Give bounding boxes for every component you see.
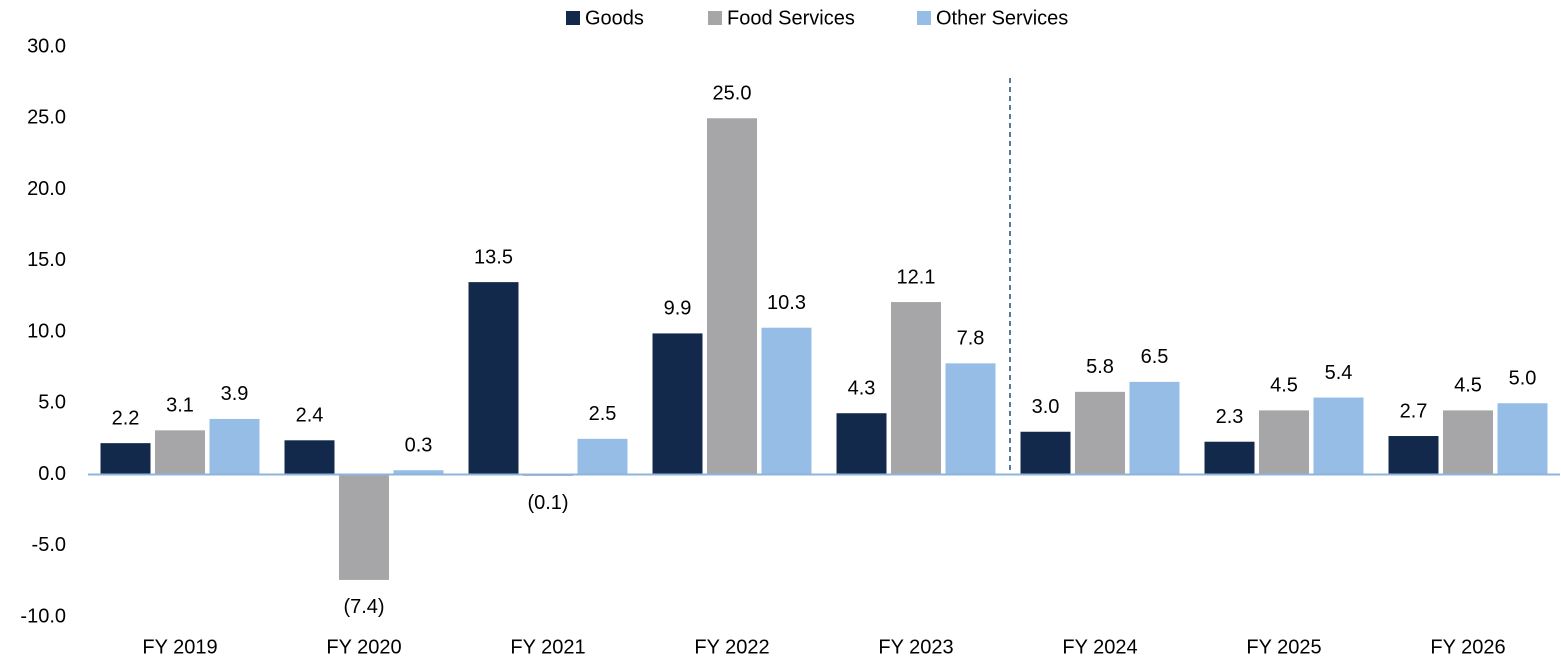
value-label: 3.0 — [1032, 396, 1060, 418]
bar — [339, 474, 389, 580]
value-label: 2.7 — [1400, 400, 1428, 422]
value-label: 13.5 — [474, 246, 513, 268]
bar — [393, 470, 444, 475]
x-tick-label: FY 2022 — [694, 636, 769, 658]
x-tick-label: FY 2020 — [326, 636, 401, 658]
value-label: 4.5 — [1270, 375, 1298, 397]
bar — [1443, 410, 1493, 475]
x-tick-label: FY 2023 — [878, 636, 953, 658]
y-tick-label: 30.0 — [27, 35, 66, 57]
y-tick-label: -10.0 — [20, 605, 66, 627]
legend-swatch — [708, 11, 722, 25]
value-label: 2.5 — [589, 403, 617, 425]
bar — [209, 418, 260, 475]
bar — [1388, 436, 1439, 475]
bar — [577, 438, 628, 475]
x-tick-label: FY 2019 — [142, 636, 217, 658]
value-label: 7.8 — [957, 328, 985, 350]
value-label: (7.4) — [343, 596, 384, 618]
value-label: 0.3 — [405, 435, 433, 457]
bar — [155, 430, 205, 475]
bar — [761, 327, 812, 475]
x-tick-label: FY 2021 — [510, 636, 585, 658]
bar — [1020, 431, 1071, 475]
y-tick-label: 25.0 — [27, 107, 66, 129]
y-tick-label: 5.0 — [38, 392, 66, 414]
value-label: 4.5 — [1454, 375, 1482, 397]
bar — [1204, 441, 1255, 475]
bar — [707, 118, 757, 475]
value-label: (0.1) — [527, 492, 568, 514]
y-tick-label: 20.0 — [27, 178, 66, 200]
value-label: 12.1 — [897, 266, 936, 288]
value-label: 6.5 — [1141, 346, 1169, 368]
y-tick-label: 0.0 — [38, 463, 66, 485]
value-label: 9.9 — [664, 298, 692, 320]
bar — [1497, 403, 1548, 475]
value-label: 4.3 — [848, 378, 876, 400]
bar — [945, 363, 996, 475]
y-tick-label: -5.0 — [32, 534, 66, 556]
bar — [100, 443, 151, 475]
x-tick-label: FY 2024 — [1062, 636, 1137, 658]
y-tick-label: 10.0 — [27, 320, 66, 342]
bar — [891, 302, 941, 475]
value-label: 10.3 — [767, 292, 806, 314]
legend-label: Other Services — [936, 7, 1068, 29]
bar — [284, 440, 335, 475]
bar — [468, 282, 519, 475]
value-label: 3.1 — [166, 395, 194, 417]
value-label: 5.8 — [1086, 356, 1114, 378]
legend-swatch — [566, 11, 580, 25]
value-label: 2.4 — [296, 405, 324, 427]
legend-swatch — [917, 11, 931, 25]
x-tick-label: FY 2025 — [1246, 636, 1321, 658]
bar — [652, 333, 703, 475]
value-label: 2.3 — [1216, 406, 1244, 428]
legend-label: Food Services — [727, 7, 855, 29]
value-label: 25.0 — [713, 83, 752, 105]
bar — [1259, 410, 1309, 475]
value-label: 2.2 — [112, 407, 140, 429]
value-label: 5.0 — [1509, 368, 1537, 390]
bar — [1129, 381, 1180, 475]
bar — [836, 413, 887, 475]
value-label: 3.9 — [221, 383, 249, 405]
value-label: 5.4 — [1325, 362, 1353, 384]
legend-label: Goods — [585, 7, 644, 29]
bar — [1075, 391, 1125, 475]
y-tick-label: 15.0 — [27, 249, 66, 271]
bar — [1313, 397, 1364, 475]
x-tick-label: FY 2026 — [1430, 636, 1505, 658]
